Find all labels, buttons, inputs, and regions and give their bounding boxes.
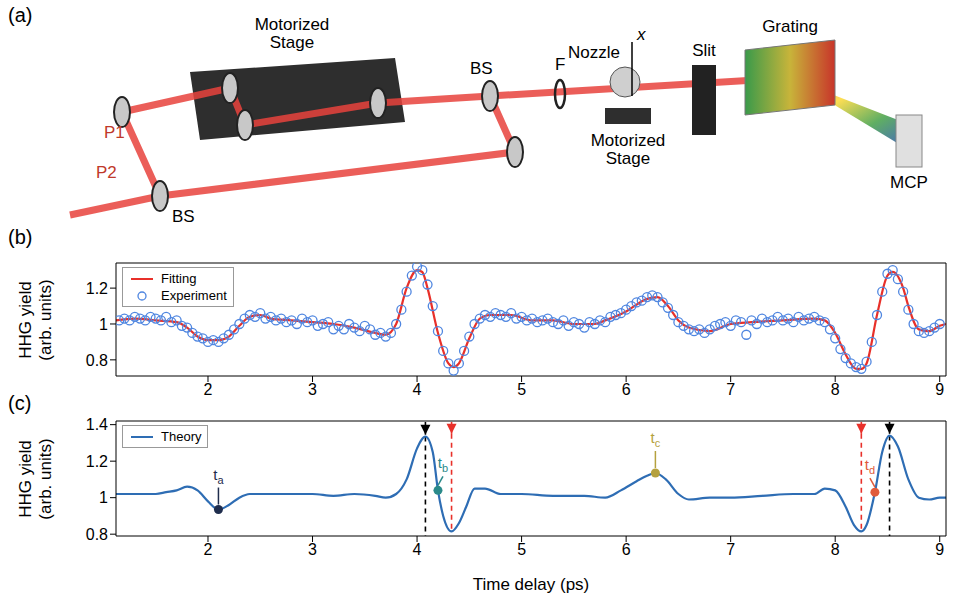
- svg-text:8: 8: [831, 381, 840, 398]
- html-text:Theory: Theory: [161, 429, 202, 444]
- svg-text:5: 5: [517, 541, 526, 558]
- html-text:(arb. units): (arb. units): [36, 278, 55, 361]
- svg-text:Time delay (ps): Time delay (ps): [473, 575, 590, 594]
- svg-text:MotorizedStage: MotorizedStage: [591, 131, 666, 168]
- svg-text:MotorizedStage: MotorizedStage: [255, 15, 330, 52]
- html-text:Experiment: Experiment: [161, 288, 227, 303]
- svg-text:BS: BS: [172, 207, 195, 225]
- svg-text:3: 3: [308, 381, 317, 398]
- html-text:Fitting: Fitting: [161, 271, 197, 286]
- svg-text:1.2: 1.2: [86, 280, 108, 297]
- html-text:(arb. units): (arb. units): [36, 437, 55, 520]
- svg-text:2: 2: [204, 381, 213, 398]
- svg-text:F: F: [555, 55, 565, 74]
- svg-text:Grating: Grating: [762, 17, 818, 36]
- svg-text:3: 3: [308, 541, 317, 558]
- svg-text:7: 7: [726, 541, 735, 558]
- svg-text:x: x: [636, 25, 646, 44]
- svg-text:tc: tc: [651, 429, 661, 449]
- svg-text:1: 1: [99, 489, 108, 506]
- svg-text:9: 9: [935, 381, 944, 398]
- svg-text:P1: P1: [104, 123, 125, 142]
- svg-text:6: 6: [622, 381, 631, 398]
- svg-text:tb: tb: [438, 454, 448, 474]
- svg-text:1: 1: [99, 316, 108, 333]
- svg-text:2: 2: [204, 541, 213, 558]
- svg-text:0.8: 0.8: [86, 526, 108, 543]
- svg-text:6: 6: [622, 541, 631, 558]
- svg-text:ta: ta: [213, 466, 224, 486]
- html-text:(b): (b): [8, 226, 33, 248]
- svg-text:5: 5: [517, 381, 526, 398]
- svg-text:1.2: 1.2: [86, 453, 108, 470]
- html-text:(c): (c): [8, 392, 32, 414]
- svg-text:MCP: MCP: [890, 173, 928, 192]
- svg-text:9: 9: [935, 541, 944, 558]
- svg-text:(a): (a): [8, 4, 32, 26]
- svg-text:0.8: 0.8: [86, 352, 108, 369]
- svg-text:Nozzle: Nozzle: [568, 43, 620, 62]
- svg-text:td: td: [865, 456, 875, 476]
- html-text:HHG yield: HHG yield: [16, 280, 35, 359]
- html-text:HHG yield: HHG yield: [16, 439, 35, 518]
- svg-text:4: 4: [413, 381, 422, 398]
- svg-text:Slit: Slit: [692, 41, 716, 60]
- svg-text:BS: BS: [470, 59, 493, 78]
- svg-text:4: 4: [413, 541, 422, 558]
- svg-text:1.4: 1.4: [86, 416, 108, 433]
- svg-text:7: 7: [726, 381, 735, 398]
- svg-text:P2: P2: [96, 163, 117, 182]
- svg-text:8: 8: [831, 541, 840, 558]
